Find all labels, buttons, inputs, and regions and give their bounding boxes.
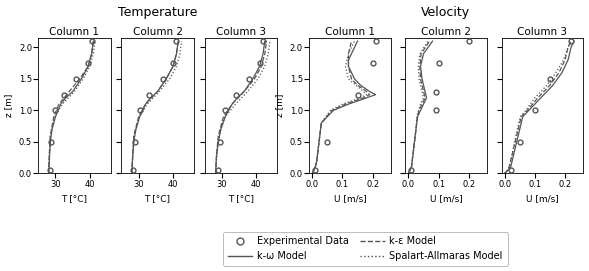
Title: Column 1: Column 1 <box>49 27 100 37</box>
X-axis label: U [m/s]: U [m/s] <box>526 194 559 203</box>
Y-axis label: z [m]: z [m] <box>275 94 284 117</box>
X-axis label: T [°C]: T [°C] <box>144 194 171 203</box>
X-axis label: T [°C]: T [°C] <box>228 194 254 203</box>
Title: Column 3: Column 3 <box>517 27 567 37</box>
Y-axis label: z [m]: z [m] <box>4 94 14 117</box>
X-axis label: U [m/s]: U [m/s] <box>430 194 462 203</box>
Title: Column 3: Column 3 <box>216 27 266 37</box>
X-axis label: U [m/s]: U [m/s] <box>333 194 366 203</box>
Legend: Experimental Data, k-ω Model, k-ε Model, Spalart-Allmaras Model: Experimental Data, k-ω Model, k-ε Model,… <box>223 231 508 266</box>
X-axis label: T [°C]: T [°C] <box>61 194 87 203</box>
Text: Temperature: Temperature <box>118 6 197 19</box>
Title: Column 2: Column 2 <box>133 27 183 37</box>
Text: Velocity: Velocity <box>421 6 471 19</box>
Title: Column 1: Column 1 <box>325 27 375 37</box>
Title: Column 2: Column 2 <box>421 27 471 37</box>
